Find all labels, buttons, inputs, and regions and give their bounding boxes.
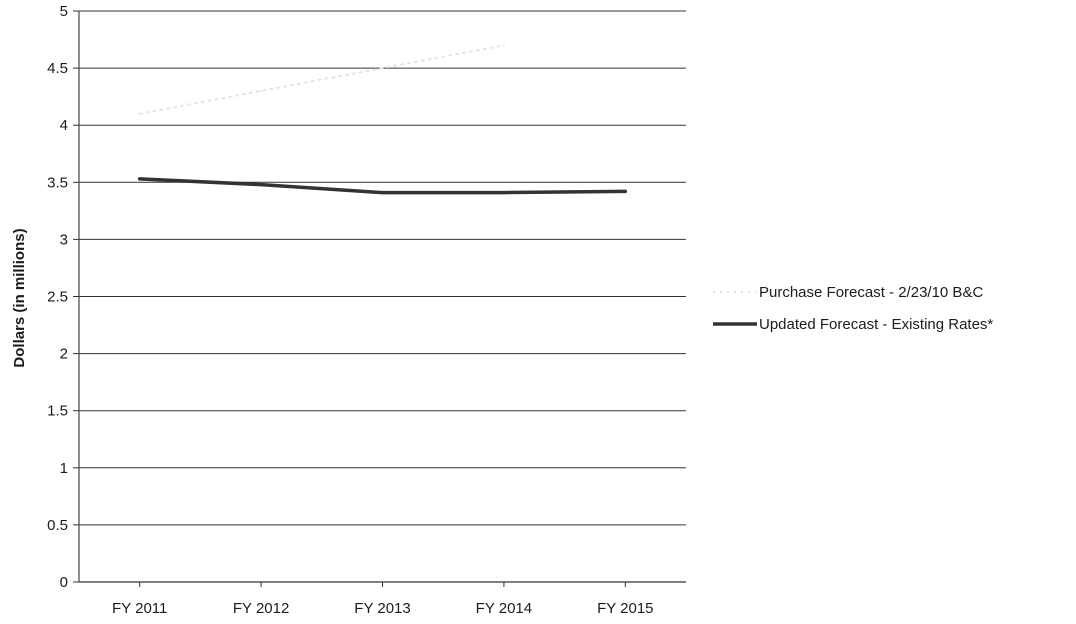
y-tick-label: 0.5 <box>47 517 68 534</box>
y-tick-label: 2 <box>60 346 68 363</box>
data-point-1 <box>259 183 263 187</box>
data-point-1 <box>381 191 384 195</box>
data-point-0 <box>502 44 505 47</box>
legend: Purchase Forecast - 2/23/10 B&C Updated … <box>713 284 993 333</box>
series-line-1 <box>137 177 628 195</box>
y-tick-label: 4 <box>60 117 68 134</box>
data-point-0 <box>138 112 141 115</box>
series-lines <box>137 44 628 195</box>
data-point-1 <box>623 189 627 193</box>
gridlines <box>73 10 686 587</box>
series-line-0 <box>138 44 505 115</box>
x-tick-label: FY 2012 <box>233 600 289 617</box>
x-tick-label: FY 2013 <box>354 600 410 617</box>
x-tick-label: FY 2011 <box>112 600 167 617</box>
data-point-1 <box>138 177 142 181</box>
data-point-0 <box>260 89 263 92</box>
x-tick-label: FY 2014 <box>476 600 532 617</box>
data-point-0 <box>381 67 384 70</box>
y-tick-label: 4.5 <box>47 60 68 77</box>
y-axis-title: Dollars (in millions) <box>11 228 28 367</box>
x-tick-label: FY 2015 <box>597 600 653 617</box>
y-tick-labels: 0 0.5 1 1.5 2 2.5 3 3.5 4 4.5 5 <box>47 3 68 591</box>
y-tick-label: 3.5 <box>47 174 68 191</box>
y-tick-label: 3 <box>60 231 68 248</box>
legend-label-updated-forecast: Updated Forecast - Existing Rates* <box>759 316 993 333</box>
y-tick-label: 2.5 <box>47 289 68 306</box>
x-tick-labels: FY 2011 FY 2012 FY 2013 FY 2014 FY 2015 <box>112 600 653 617</box>
y-tick-label: 0 <box>60 574 68 591</box>
y-tick-label: 1 <box>60 460 68 477</box>
data-point-1 <box>502 191 506 195</box>
y-tick-label: 1.5 <box>47 403 68 420</box>
y-tick-label: 5 <box>60 3 68 20</box>
legend-label-purchase-forecast: Purchase Forecast - 2/23/10 B&C <box>759 284 983 301</box>
